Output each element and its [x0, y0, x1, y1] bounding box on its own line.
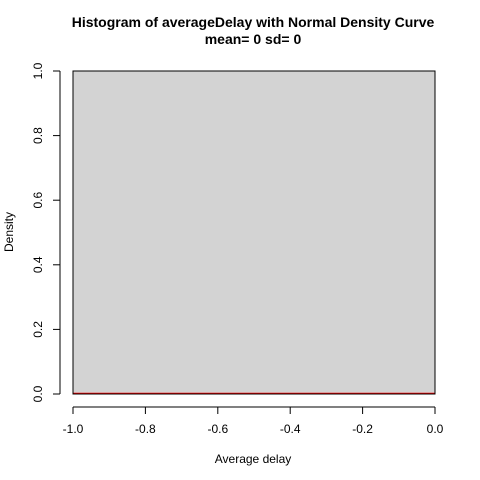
y-tick-label: 0.8: [31, 127, 45, 144]
x-tick-label: -0.8: [135, 422, 156, 436]
x-tick-label: -0.6: [207, 422, 228, 436]
plot-border: [72, 70, 436, 395]
y-tick-label: 0.6: [31, 192, 45, 209]
x-tick-label: 0.0: [427, 422, 444, 436]
x-axis: -1.0 -0.8 -0.6 -0.4 -0.2 0.0: [63, 406, 444, 436]
histogram-bar-0: [72, 70, 436, 395]
y-tick-label: 0.2: [31, 321, 45, 338]
y-axis-label: Density: [2, 212, 16, 252]
y-axis: 0.0 0.2 0.4 0.6 0.8 1.0: [31, 62, 61, 402]
x-tick-label: -0.4: [280, 422, 301, 436]
y-tick-label: 1.0: [31, 62, 45, 79]
chart-title: Histogram of averageDelay with Normal De…: [72, 14, 435, 30]
chart-subtitle: mean= 0 sd= 0: [205, 31, 302, 47]
y-tick-label: 0.0: [31, 385, 45, 402]
x-tick-label: -0.2: [352, 422, 373, 436]
x-tick-label: -1.0: [63, 422, 84, 436]
x-axis-label: Average delay: [215, 452, 292, 466]
y-tick-label: 0.4: [31, 256, 45, 273]
bars-layer: [72, 70, 436, 395]
